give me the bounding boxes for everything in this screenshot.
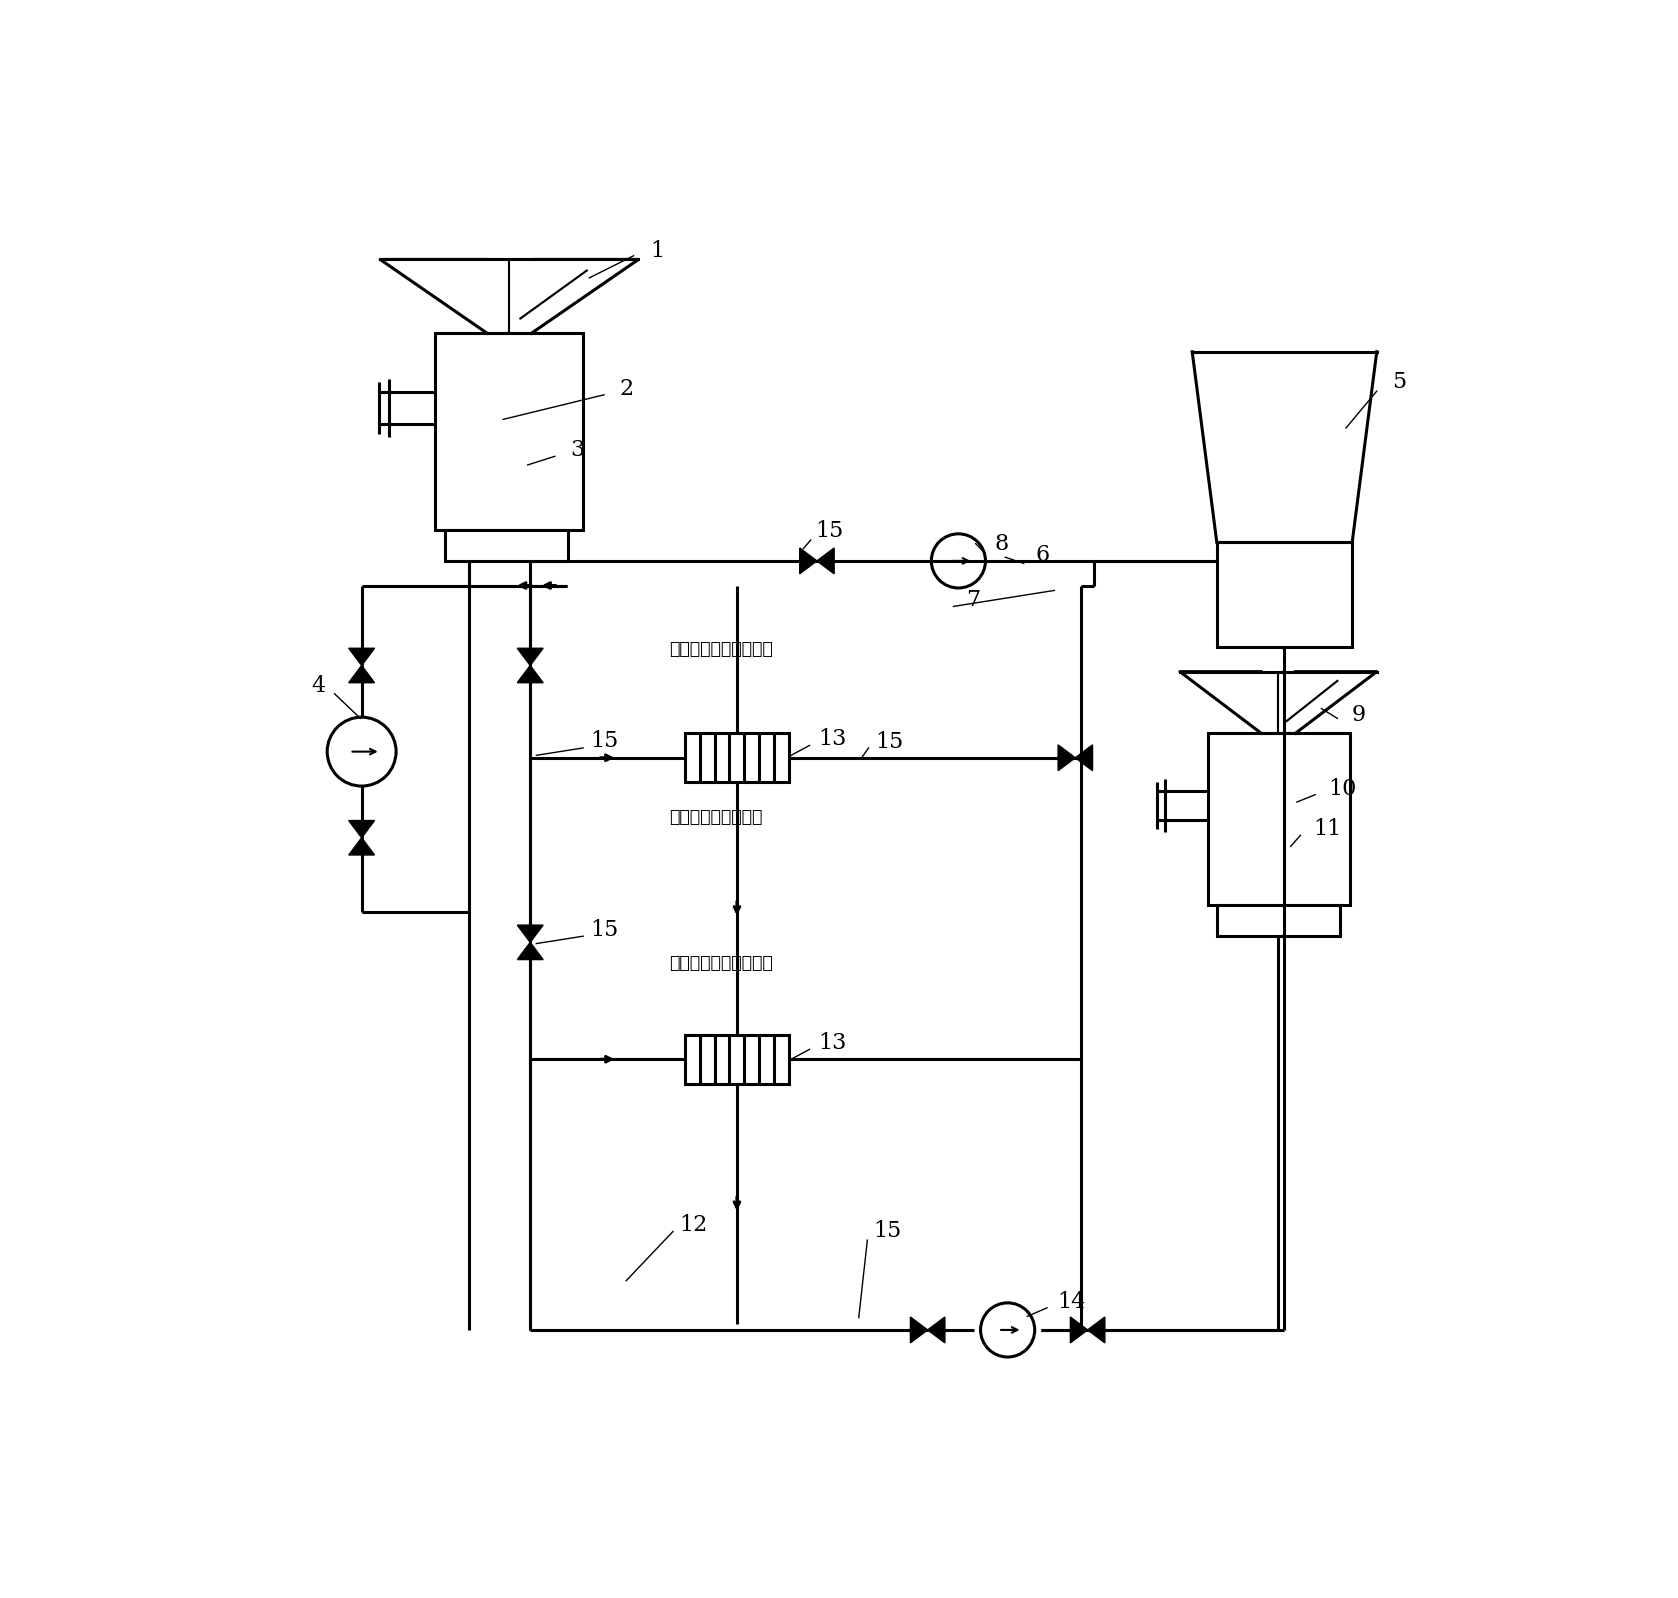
Polygon shape bbox=[517, 925, 544, 943]
Text: 去水冷机组低压加热器: 去水冷机组低压加热器 bbox=[670, 641, 774, 658]
Text: 15: 15 bbox=[873, 1221, 901, 1243]
Text: 10: 10 bbox=[1327, 778, 1356, 799]
Bar bbox=[685, 733, 789, 783]
Text: 15: 15 bbox=[816, 521, 844, 542]
Circle shape bbox=[931, 534, 985, 588]
Text: 14: 14 bbox=[1057, 1291, 1086, 1312]
Polygon shape bbox=[817, 548, 834, 574]
Polygon shape bbox=[517, 665, 544, 682]
Text: 7: 7 bbox=[967, 590, 980, 612]
Text: 4: 4 bbox=[312, 676, 326, 697]
Circle shape bbox=[327, 718, 396, 786]
Text: 13: 13 bbox=[819, 1032, 847, 1055]
Bar bbox=[445, 531, 569, 561]
Polygon shape bbox=[349, 665, 374, 682]
Text: 9: 9 bbox=[1351, 703, 1366, 725]
Text: 11: 11 bbox=[1314, 818, 1342, 841]
Polygon shape bbox=[349, 837, 374, 855]
Polygon shape bbox=[1071, 1317, 1087, 1342]
Polygon shape bbox=[1076, 745, 1092, 770]
Text: 水冷机组凝结水来水: 水冷机组凝结水来水 bbox=[670, 809, 762, 826]
Text: 15: 15 bbox=[876, 730, 904, 753]
Polygon shape bbox=[800, 548, 817, 574]
Bar bbox=[685, 1034, 789, 1083]
Text: 6: 6 bbox=[1035, 543, 1049, 566]
Bar bbox=[1217, 542, 1352, 647]
Text: 15: 15 bbox=[591, 730, 618, 751]
Text: 3: 3 bbox=[571, 439, 584, 462]
Text: 去水冷机组低压加热器: 去水冷机组低压加热器 bbox=[670, 954, 774, 972]
Polygon shape bbox=[517, 649, 544, 665]
Polygon shape bbox=[911, 1317, 928, 1342]
Text: 8: 8 bbox=[995, 532, 1008, 555]
Text: 12: 12 bbox=[680, 1214, 708, 1237]
Polygon shape bbox=[349, 649, 374, 665]
Bar bbox=[1217, 906, 1339, 936]
Text: 2: 2 bbox=[619, 377, 633, 400]
Polygon shape bbox=[517, 943, 544, 959]
Text: 15: 15 bbox=[591, 919, 618, 941]
Circle shape bbox=[980, 1302, 1035, 1357]
Text: 13: 13 bbox=[819, 729, 847, 751]
Polygon shape bbox=[349, 820, 374, 837]
Polygon shape bbox=[1059, 745, 1076, 770]
Bar bbox=[1208, 733, 1349, 906]
Polygon shape bbox=[1087, 1317, 1104, 1342]
Polygon shape bbox=[928, 1317, 945, 1342]
Bar bbox=[436, 334, 584, 531]
Text: 1: 1 bbox=[649, 240, 664, 262]
Text: 5: 5 bbox=[1391, 371, 1406, 393]
